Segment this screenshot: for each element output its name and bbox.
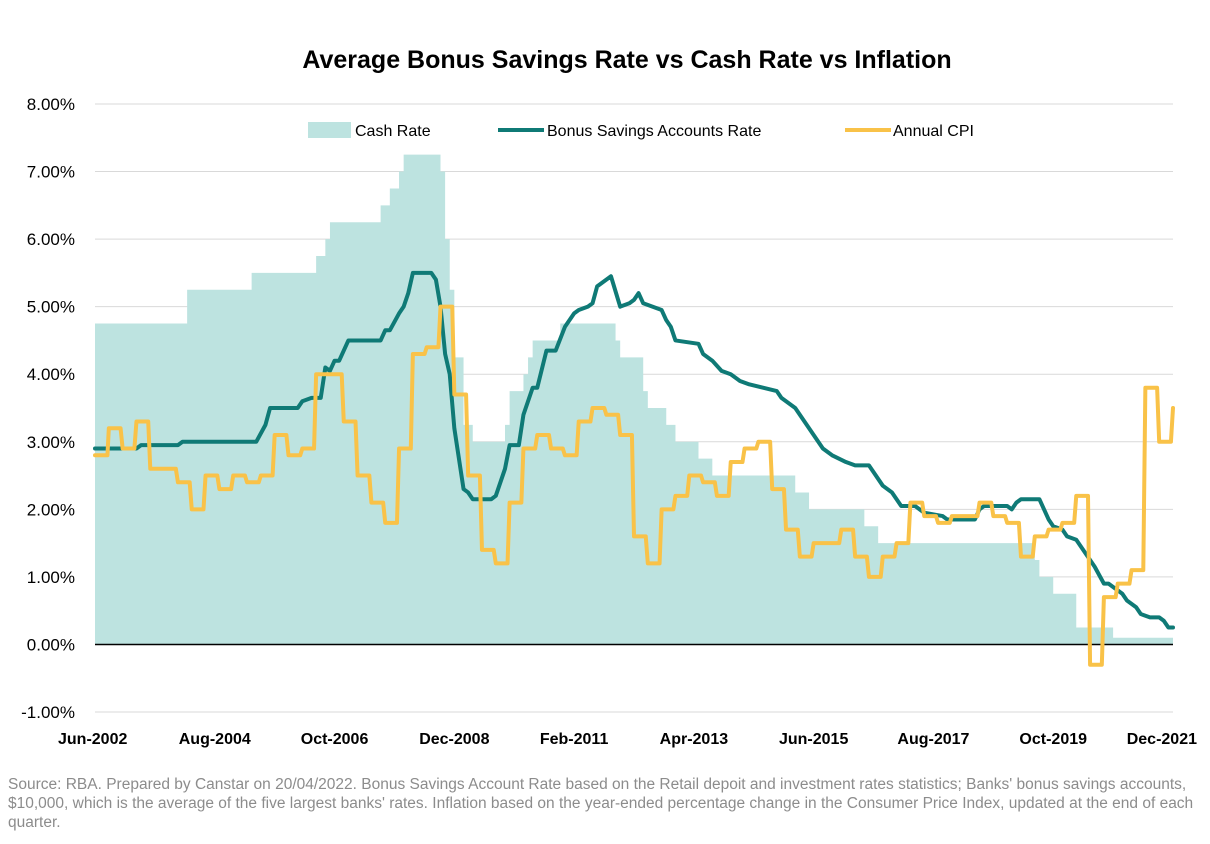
series-line-bonus-savings-rate — [93, 270, 1175, 630]
x-tick-label: Aug-2004 — [179, 731, 251, 748]
x-tick-label: Oct-2006 — [301, 731, 369, 748]
x-tick-label: Apr-2013 — [660, 731, 729, 748]
y-tick-label: -1.00% — [21, 703, 75, 722]
x-tick-label: Jun-2015 — [779, 731, 848, 748]
y-tick-label: 7.00% — [27, 163, 75, 182]
x-tick-label: Dec-2021 — [1127, 731, 1197, 748]
y-tick-label: 5.00% — [27, 298, 75, 317]
chart-title: Average Bonus Savings Rate vs Cash Rate … — [302, 46, 951, 74]
y-tick-label: 3.00% — [27, 433, 75, 452]
series-area-cash-rate — [95, 154, 1173, 645]
y-tick-label: 2.00% — [27, 500, 75, 519]
y-tick-label: 6.00% — [27, 230, 75, 249]
y-tick-label: 1.00% — [27, 568, 75, 587]
legend-label: Cash Rate — [355, 123, 431, 140]
legend: Cash Rate Bonus Savings Accounts Rate Annu… — [308, 122, 974, 140]
x-tick-label: Jun-2002 — [58, 731, 127, 748]
axes: -1.00% 0.00% 1.00% 2.00% 3.00% 4.00% 5.00% 6.00… — [21, 95, 1197, 748]
series-line-annual-cpi — [93, 304, 1175, 667]
legend-swatch-cash-rate — [308, 122, 351, 138]
legend-label: Bonus Savings Accounts Rate — [547, 123, 761, 140]
source-note: Source: RBA. Prepared by Canstar on 20/0… — [8, 776, 1194, 831]
y-tick-label: 4.00% — [27, 365, 75, 384]
x-tick-label: Aug-2017 — [897, 731, 969, 748]
x-tick-label: Dec-2008 — [419, 731, 489, 748]
plot-area — [93, 154, 1175, 667]
x-tick-label: Oct-2019 — [1019, 731, 1087, 748]
legend-label: Annual CPI — [893, 123, 974, 140]
x-tick-label: Feb-2011 — [540, 731, 609, 748]
y-tick-label: 8.00% — [27, 95, 75, 114]
y-tick-label: 0.00% — [27, 635, 75, 654]
